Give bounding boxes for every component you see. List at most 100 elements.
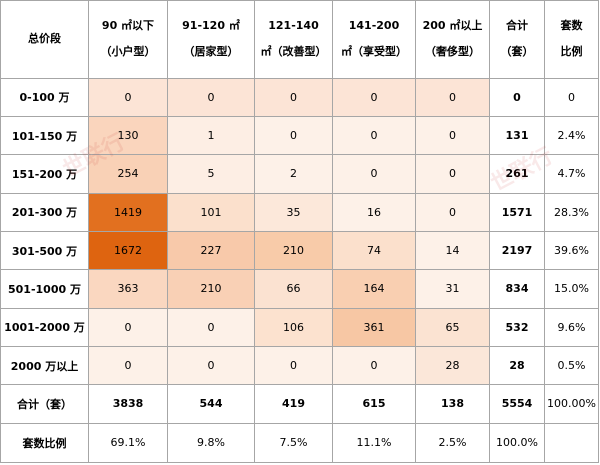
ratio-row: 套数比例 69.1% 9.8% 7.5% 11.1% 2.5% 100.0% <box>0 422 599 464</box>
data-cell: 14 <box>415 230 490 271</box>
data-cell: 227 <box>167 230 255 271</box>
ratio-cell: 11.1% <box>332 422 416 464</box>
data-cell: 31 <box>415 269 490 309</box>
header-line-2: ㎡（改善型） <box>260 45 327 59</box>
data-cell: 66 <box>254 269 333 309</box>
header-line-2: 比例 <box>560 45 583 59</box>
row-ratio: 2.4% <box>544 115 599 156</box>
data-cell: 210 <box>167 269 255 309</box>
data-cell: 361 <box>332 307 416 347</box>
table-row: 501-1000 万 363 210 66 164 31 834 15.0% <box>0 269 599 309</box>
header-line-1: 91-120 ㎡ <box>182 19 240 33</box>
data-cell: 0 <box>415 115 490 156</box>
table-row: 301-500 万 1672 227 210 74 14 2197 39.6% <box>0 230 599 271</box>
header-line-1: 套数 <box>560 19 583 33</box>
header-cell-1: 90 ㎡以下 （小户型） <box>88 0 168 79</box>
row-total: 1571 <box>489 192 545 232</box>
header-line-1: 90 ㎡以下 <box>101 19 155 33</box>
row-total: 532 <box>489 307 545 347</box>
header-line-2: （小户型） <box>100 45 156 59</box>
header-line-2: （奢侈型） <box>425 45 480 59</box>
row-total: 28 <box>489 345 545 386</box>
table-row: 201-300 万 1419 101 35 16 0 1571 28.3% <box>0 192 599 232</box>
ratio-ratio <box>544 422 599 464</box>
header-cell-3: 121-140 ㎡（改善型） <box>254 0 333 79</box>
data-cell: 0 <box>88 77 168 118</box>
data-cell: 5 <box>167 154 255 194</box>
table-row: 151-200 万 254 5 2 0 0 261 4.7% <box>0 154 599 194</box>
sum-cell: 3838 <box>88 384 168 424</box>
sum-row-label: 合计（套） <box>0 384 89 424</box>
data-cell: 106 <box>254 307 333 347</box>
sum-ratio: 100.00% <box>544 384 599 424</box>
data-cell: 0 <box>254 77 333 118</box>
data-cell: 0 <box>88 345 168 386</box>
row-ratio: 0 <box>544 77 599 118</box>
row-total: 0 <box>489 77 545 118</box>
sum-total: 5554 <box>489 384 545 424</box>
row-total: 2197 <box>489 230 545 271</box>
header-cell-7: 套数 比例 <box>544 0 599 79</box>
header-line-1: 121-140 <box>268 19 319 33</box>
data-cell: 1672 <box>88 230 168 271</box>
header-cell-5: 200 ㎡以上 （奢侈型） <box>415 0 490 79</box>
header-line-2: （套） <box>500 45 534 59</box>
data-cell: 0 <box>415 77 490 118</box>
row-ratio: 4.7% <box>544 154 599 194</box>
data-cell: 28 <box>415 345 490 386</box>
data-cell: 0 <box>88 307 168 347</box>
ratio-cell: 69.1% <box>88 422 168 464</box>
ratio-cell: 7.5% <box>254 422 333 464</box>
row-ratio: 39.6% <box>544 230 599 271</box>
data-cell: 130 <box>88 115 168 156</box>
data-cell: 0 <box>332 77 416 118</box>
data-cell: 0 <box>415 192 490 232</box>
table-row: 1001-2000 万 0 0 106 361 65 532 9.6% <box>0 307 599 347</box>
data-cell: 0 <box>332 115 416 156</box>
data-cell: 210 <box>254 230 333 271</box>
data-cell: 363 <box>88 269 168 309</box>
data-cell: 2 <box>254 154 333 194</box>
row-ratio: 28.3% <box>544 192 599 232</box>
row-ratio: 15.0% <box>544 269 599 309</box>
header-line-2: ㎡（享受型） <box>341 45 407 59</box>
sum-cell: 615 <box>332 384 416 424</box>
header-line-2: （居家型） <box>183 45 239 59</box>
data-cell: 0 <box>254 115 333 156</box>
ratio-total: 100.0% <box>489 422 545 464</box>
data-cell: 1419 <box>88 192 168 232</box>
data-cell: 1 <box>167 115 255 156</box>
table-row: 2000 万以上 0 0 0 0 28 28 0.5% <box>0 345 599 386</box>
sum-cell: 544 <box>167 384 255 424</box>
row-label: 301-500 万 <box>0 230 89 271</box>
row-ratio: 0.5% <box>544 345 599 386</box>
ratio-cell: 2.5% <box>415 422 490 464</box>
row-label: 201-300 万 <box>0 192 89 232</box>
row-label: 2000 万以上 <box>0 345 89 386</box>
row-ratio: 9.6% <box>544 307 599 347</box>
data-cell: 0 <box>167 77 255 118</box>
data-cell: 0 <box>254 345 333 386</box>
data-cell: 0 <box>332 154 416 194</box>
row-label: 1001-2000 万 <box>0 307 89 347</box>
header-cell-0: 总价段 <box>0 0 89 79</box>
row-total: 261 <box>489 154 545 194</box>
sum-row: 合计（套） 3838 544 419 615 138 5554 100.00% <box>0 384 599 424</box>
header-cell-6: 合计 （套） <box>489 0 545 79</box>
data-cell: 0 <box>167 345 255 386</box>
data-cell: 35 <box>254 192 333 232</box>
header-row: 总价段 90 ㎡以下 （小户型） 91-120 ㎡ （居家型） 121-140 ㎡（改善型）… <box>0 0 599 79</box>
header-cell-4: 141-200 ㎡（享受型） <box>332 0 416 79</box>
ratio-row-label: 套数比例 <box>0 422 89 464</box>
row-label: 151-200 万 <box>0 154 89 194</box>
data-cell: 16 <box>332 192 416 232</box>
header-line-1: 141-200 <box>348 19 400 33</box>
data-cell: 0 <box>332 345 416 386</box>
header-line-1: 合计 <box>506 19 528 33</box>
ratio-cell: 9.8% <box>167 422 255 464</box>
sum-cell: 419 <box>254 384 333 424</box>
row-label: 501-1000 万 <box>0 269 89 309</box>
